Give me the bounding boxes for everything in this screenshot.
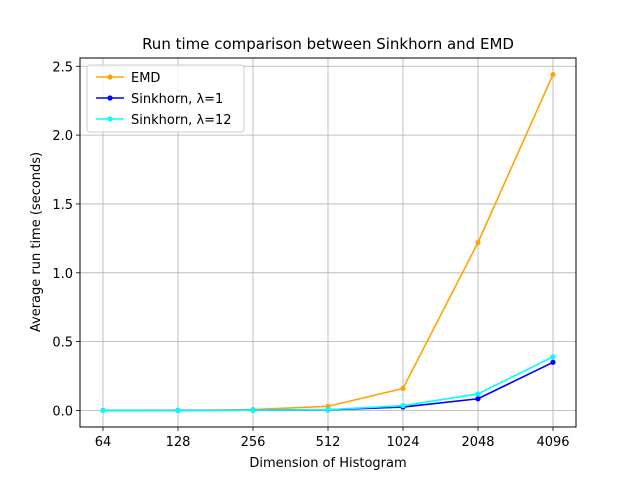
data-point xyxy=(250,407,256,413)
x-axis-ticks: 64 128 256 512 1024 2048 4096 xyxy=(95,427,570,450)
legend-label: EMD xyxy=(131,71,160,86)
y-axis-ticks: 0.0 0.5 1.0 1.5 2.0 2.5 xyxy=(52,60,80,419)
y-tick-label: 1.5 xyxy=(52,198,73,213)
y-tick-label: 0.0 xyxy=(52,404,73,419)
legend-label: Sinkhorn, λ=1 xyxy=(131,92,223,107)
series-2 xyxy=(100,354,556,414)
data-point xyxy=(400,403,406,409)
legend-marker xyxy=(107,95,113,101)
data-point xyxy=(475,396,481,402)
y-tick-label: 1.0 xyxy=(52,267,73,282)
data-point xyxy=(100,407,106,414)
x-tick-label: 2048 xyxy=(461,435,494,450)
data-point xyxy=(550,354,556,360)
x-tick-label: 64 xyxy=(95,435,112,450)
series-layer xyxy=(100,71,556,414)
x-axis-title: Dimension of Histogram xyxy=(249,456,406,471)
legend-box xyxy=(86,64,245,133)
y-tick-label: 2.0 xyxy=(52,129,73,144)
data-point xyxy=(175,407,181,414)
data-point xyxy=(325,407,331,413)
data-point xyxy=(550,71,556,78)
legend-label: Sinkhorn, λ=12 xyxy=(131,113,232,128)
x-tick-label: 1024 xyxy=(386,435,419,450)
chart-title: Run time comparison between Sinkhorn and… xyxy=(142,35,514,53)
x-tick-label: 512 xyxy=(316,435,341,450)
data-point xyxy=(400,385,406,392)
x-tick-label: 4096 xyxy=(536,435,569,450)
data-point xyxy=(475,391,481,397)
y-axis-title: Average run time (seconds) xyxy=(29,152,44,332)
legend-marker xyxy=(107,74,113,80)
x-tick-label: 128 xyxy=(166,435,191,450)
data-point xyxy=(475,239,481,246)
y-tick-label: 0.5 xyxy=(52,336,73,351)
legend: EMD Sinkhorn, λ=1 Sinkhorn, λ=12 xyxy=(86,64,245,133)
y-tick-label: 2.5 xyxy=(52,60,73,75)
x-tick-label: 256 xyxy=(241,435,266,450)
data-point xyxy=(550,359,556,365)
legend-marker xyxy=(107,116,113,122)
